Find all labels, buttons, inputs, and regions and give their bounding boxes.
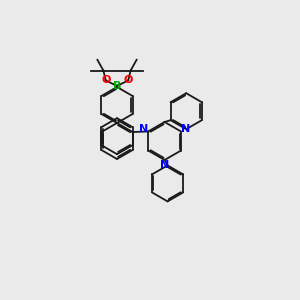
Text: B: B — [113, 81, 121, 91]
Text: O: O — [101, 75, 110, 85]
Text: N: N — [160, 160, 169, 170]
Text: N: N — [139, 124, 148, 134]
Text: N: N — [181, 124, 190, 134]
Text: O: O — [124, 75, 133, 85]
